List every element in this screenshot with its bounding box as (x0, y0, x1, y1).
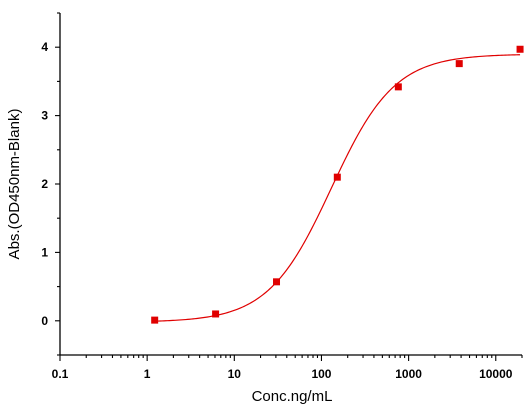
y-axis-title: Abs.(OD450nm-Blank) (6, 109, 23, 260)
x-axis-title: Conc.ng/mL (252, 388, 333, 405)
fit-curve (154, 54, 521, 322)
y-tick-label: 2 (41, 177, 48, 191)
x-tick-label: 1000 (395, 367, 422, 381)
fit-curve-group (154, 54, 521, 322)
y-tick-label: 4 (41, 40, 48, 54)
data-point (455, 60, 463, 68)
axes: 0 1 2 3 4 0.1 1 10 100 1000 10000 (41, 12, 523, 381)
x-tick-label: 0.1 (52, 367, 69, 381)
y-tick-label: 3 (41, 109, 48, 123)
data-point (212, 310, 220, 318)
y-tick-label: 0 (41, 314, 48, 328)
x-tick-label: 10 (228, 367, 242, 381)
data-point (394, 83, 402, 91)
data-point (333, 173, 341, 181)
y-tick-label: 1 (41, 245, 48, 259)
x-tick-label: 100 (311, 367, 331, 381)
data-point (516, 45, 524, 53)
data-point (273, 278, 281, 286)
x-tick-label: 1 (144, 367, 151, 381)
data-points (151, 45, 524, 324)
x-tick-label: 10000 (479, 367, 513, 381)
data-point (151, 316, 159, 324)
